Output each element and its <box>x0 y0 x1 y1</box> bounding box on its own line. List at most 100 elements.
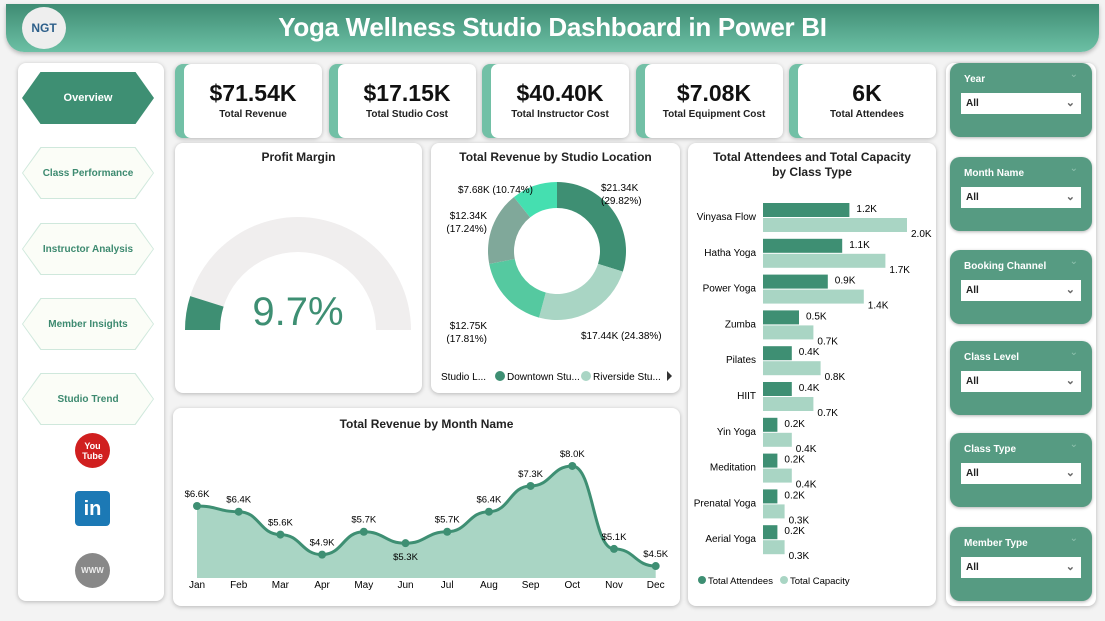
data-label: $6.6K <box>185 489 210 500</box>
donut-slice[interactable] <box>539 263 623 320</box>
kpi-value: $40.40K <box>516 80 604 106</box>
filter-dropdown[interactable]: All ⌄ <box>961 280 1081 301</box>
category-label: Power Yoga <box>703 284 757 295</box>
data-label: $5.6K <box>268 518 293 529</box>
kpi-label: Total Attendees <box>830 109 904 120</box>
bar-total-capacity[interactable] <box>763 468 792 483</box>
legend-item[interactable]: Downtown Stu... <box>507 372 580 383</box>
bar-total-capacity[interactable] <box>763 253 886 268</box>
collapse-chevron-icon[interactable]: ⌄ <box>1069 256 1078 267</box>
legend-item[interactable]: Riverside Stu... <box>593 372 661 383</box>
bar-label: 1.2K <box>856 204 877 215</box>
bar-total-attendees[interactable] <box>763 310 799 325</box>
filter-label: Class Type <box>964 444 1017 455</box>
data-point[interactable] <box>484 507 493 516</box>
bar-total-capacity[interactable] <box>763 504 785 519</box>
social-label: WWW <box>81 565 104 575</box>
bar-label: 0.3K <box>789 515 810 526</box>
kpi-label: Total Studio Cost <box>365 109 449 120</box>
nav-overview-button[interactable]: Overview <box>22 72 154 124</box>
collapse-chevron-icon[interactable]: ⌄ <box>1069 347 1078 358</box>
bar-total-attendees[interactable] <box>763 274 828 289</box>
nav-label: Member Insights <box>23 299 153 349</box>
bar-label: 0.7K <box>817 408 838 419</box>
collapse-chevron-icon[interactable]: ⌄ <box>1069 69 1078 80</box>
bar-label: 0.4K <box>796 480 817 491</box>
bar-total-capacity[interactable] <box>763 432 792 447</box>
bar-total-capacity[interactable] <box>763 397 814 411</box>
nav-member-insights-button[interactable]: Member Insights <box>22 298 154 350</box>
profit-margin-card: Profit Margin 9.7% <box>175 143 422 393</box>
data-label: $5.7K <box>435 515 460 526</box>
chevron-down-icon: ⌄ <box>1065 375 1075 387</box>
filter-dropdown[interactable]: All ⌄ <box>961 187 1081 208</box>
data-point[interactable] <box>318 550 327 559</box>
gauge-value: 9.7% <box>252 290 343 334</box>
bar-total-attendees[interactable] <box>763 382 792 396</box>
category-label: Aerial Yoga <box>705 534 756 545</box>
category-label: Yin Yoga <box>717 427 757 438</box>
data-point[interactable] <box>359 527 368 536</box>
data-point[interactable] <box>401 539 410 548</box>
data-point[interactable] <box>193 502 201 510</box>
filter-class-level: Class Level ⌄ All ⌄ <box>950 341 1092 415</box>
data-point[interactable] <box>610 544 618 553</box>
legend-swatch <box>698 576 706 584</box>
bar-label: 2.0K <box>911 229 932 240</box>
kpi-label: Total Instructor Cost <box>511 109 609 120</box>
linkedin-icon[interactable]: in <box>75 491 110 526</box>
nav-label: Studio Trend <box>23 374 153 424</box>
logo: NGT <box>22 7 66 49</box>
data-label: $6.4K <box>476 495 501 506</box>
nav-instructor-analysis-button[interactable]: Instructor Analysis <box>22 223 154 275</box>
bar-total-attendees[interactable] <box>763 238 843 253</box>
data-point[interactable] <box>568 461 577 470</box>
bar-total-attendees[interactable] <box>763 417 778 432</box>
bar-total-attendees[interactable] <box>763 453 778 468</box>
filter-dropdown[interactable]: All ⌄ <box>961 557 1081 578</box>
nav-label: Class Performance <box>23 148 153 198</box>
collapse-chevron-icon[interactable]: ⌄ <box>1069 439 1078 450</box>
bar-label: 1.4K <box>868 301 889 312</box>
data-point[interactable] <box>526 481 535 490</box>
globe-icon[interactable]: WWW <box>75 553 110 588</box>
bar-total-attendees[interactable] <box>763 489 778 504</box>
data-point[interactable] <box>443 527 452 536</box>
donut-slice[interactable] <box>489 259 546 318</box>
category-label: Zumba <box>725 319 757 330</box>
bar-total-capacity[interactable] <box>763 218 907 232</box>
data-label: $5.3K <box>393 552 418 563</box>
data-point[interactable] <box>276 530 285 539</box>
bar-total-capacity[interactable] <box>763 361 821 376</box>
bar-label: 0.2K <box>784 419 805 430</box>
bar-total-capacity[interactable] <box>763 540 785 555</box>
data-point[interactable] <box>651 562 660 571</box>
nav-class-performance-button[interactable]: Class Performance <box>22 147 154 199</box>
youtube-icon[interactable]: You Tube <box>75 433 110 468</box>
filter-dropdown[interactable]: All ⌄ <box>961 93 1081 114</box>
data-point[interactable] <box>234 507 243 516</box>
slice-label: $21.34K <box>601 183 639 194</box>
bar-total-capacity[interactable] <box>763 289 864 304</box>
legend-item[interactable]: Total Attendees <box>708 576 773 587</box>
filter-label: Class Level <box>964 352 1020 363</box>
collapse-chevron-icon[interactable]: ⌄ <box>1069 533 1078 544</box>
legend-item[interactable]: Total Capacity <box>790 576 850 587</box>
bar-total-attendees[interactable] <box>763 525 778 540</box>
filter-dropdown[interactable]: All ⌄ <box>961 463 1081 484</box>
donut-slice[interactable] <box>513 182 557 218</box>
data-label: $5.7K <box>351 515 376 526</box>
legend-next-arrow-icon[interactable] <box>667 371 672 381</box>
donut-slice[interactable] <box>557 182 626 272</box>
nav-studio-trend-button[interactable]: Studio Trend <box>22 373 154 425</box>
collapse-chevron-icon[interactable]: ⌄ <box>1069 163 1078 174</box>
bar-total-capacity[interactable] <box>763 325 814 340</box>
donut-slice[interactable] <box>488 197 531 264</box>
dropdown-value: All <box>966 562 979 573</box>
bar-total-attendees[interactable] <box>763 346 792 361</box>
bar-label: 1.1K <box>849 240 870 251</box>
filter-booking-channel: Booking Channel ⌄ All ⌄ <box>950 250 1092 324</box>
bar-total-attendees[interactable] <box>763 203 850 217</box>
x-tick-label: Nov <box>605 580 623 591</box>
filter-dropdown[interactable]: All ⌄ <box>961 371 1081 392</box>
